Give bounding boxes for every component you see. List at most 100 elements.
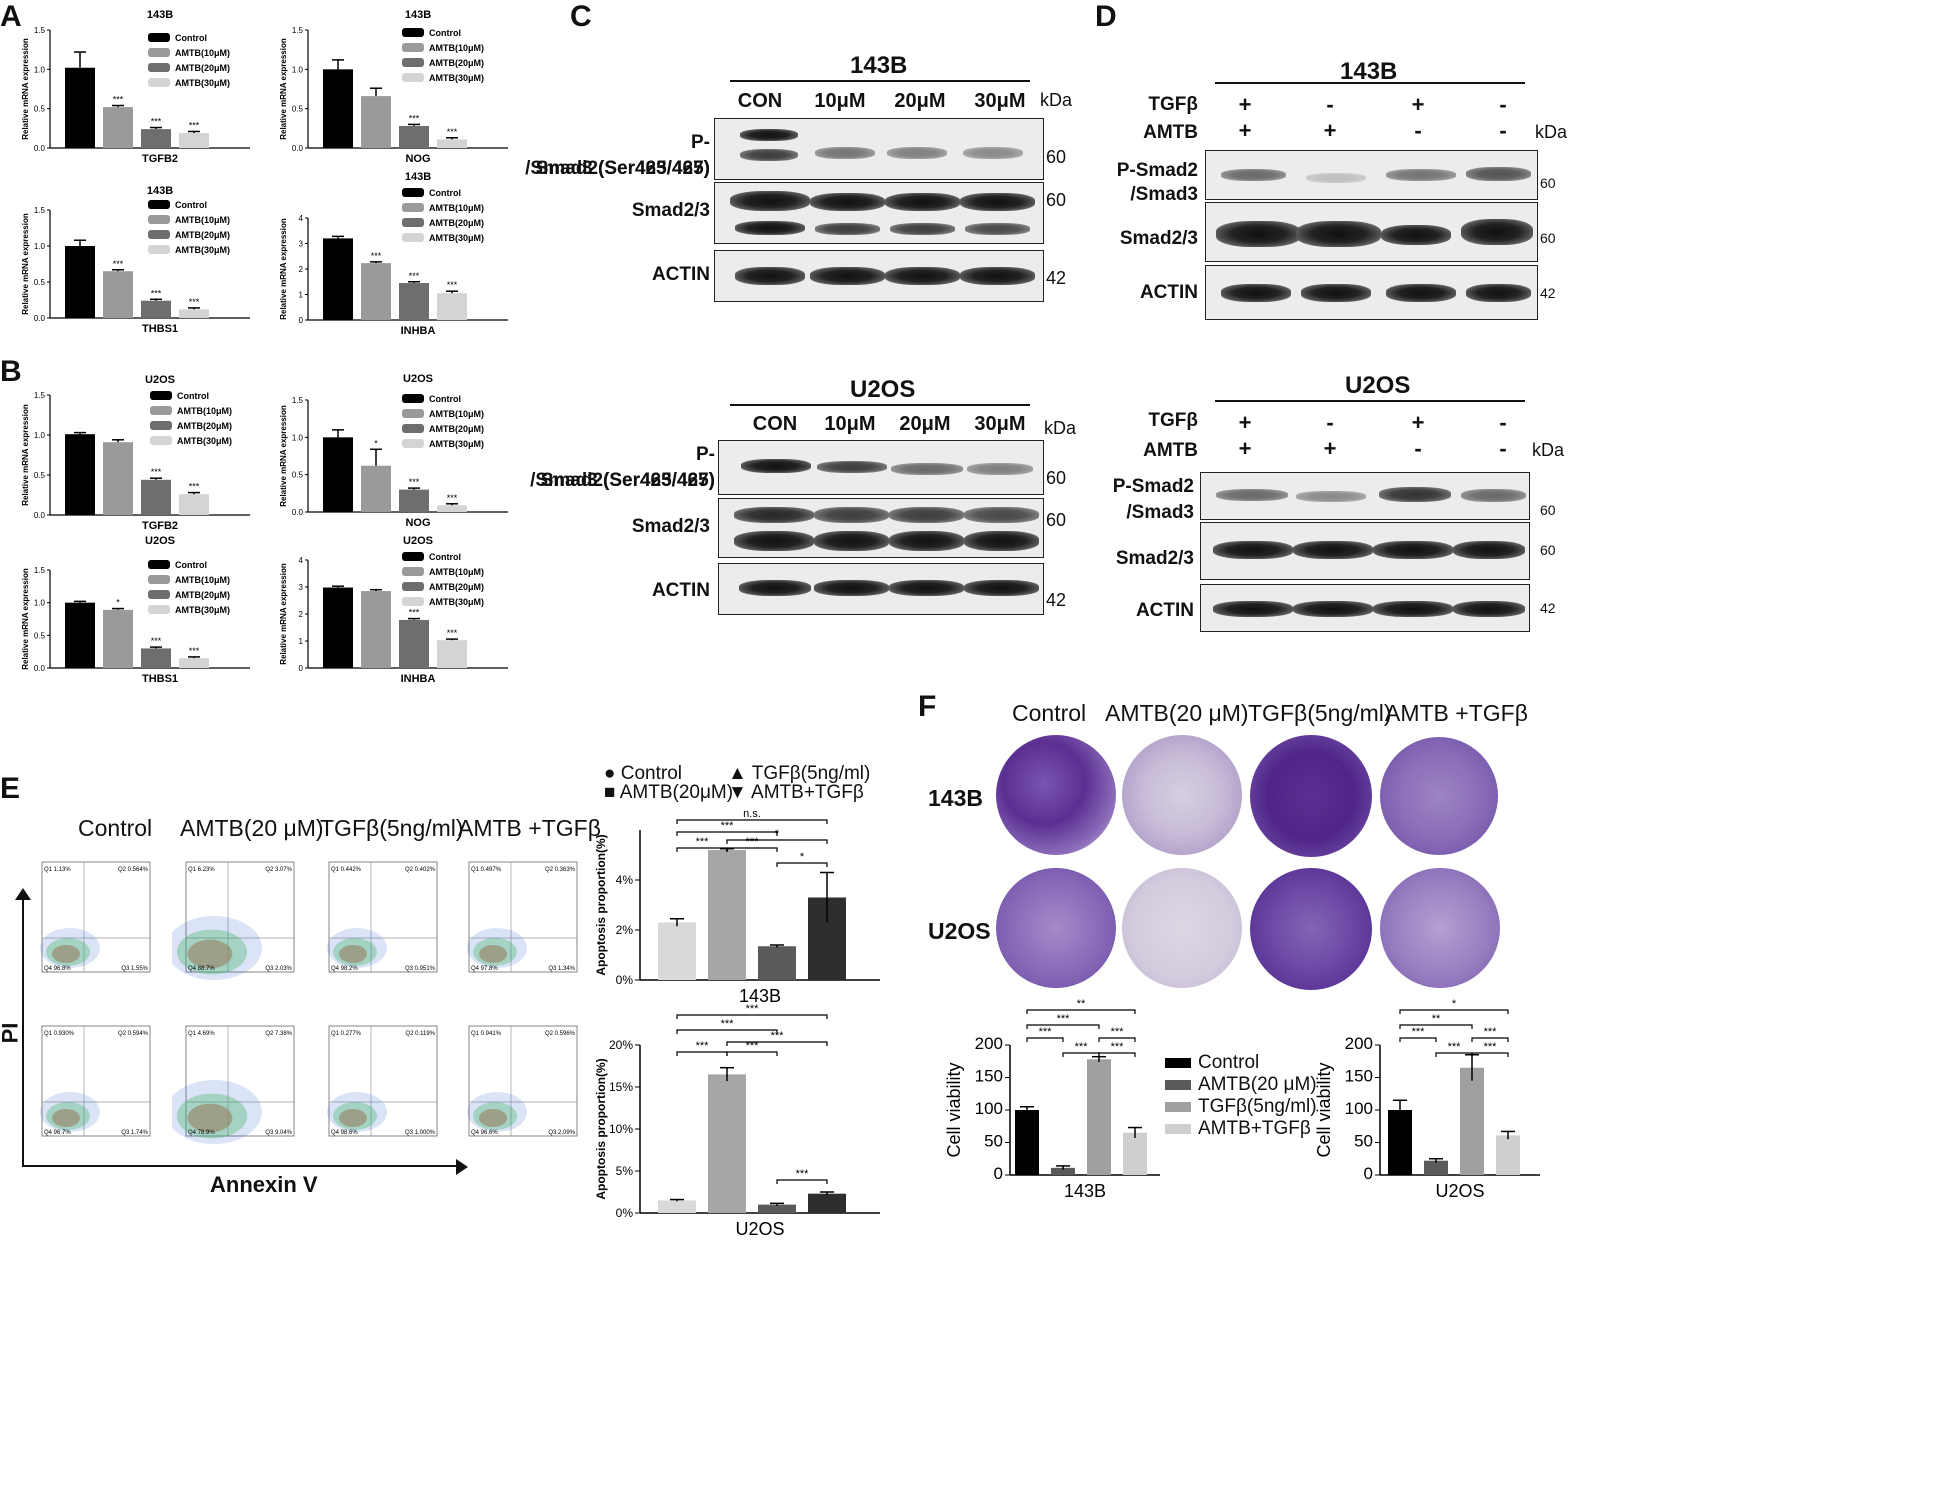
flow-plot: Q1 0.941% Q2 0.596% Q3 2.09% Q4 96.6% bbox=[455, 1022, 585, 1150]
legend-swatch bbox=[148, 605, 170, 614]
y-tick-label: 50 bbox=[984, 1132, 1003, 1151]
wb-d-u2os-tgf-3: + bbox=[1411, 410, 1425, 435]
y-tick-label: 0% bbox=[616, 973, 634, 987]
bar-AMTB(30μM) bbox=[437, 505, 467, 512]
legend-label: Control bbox=[175, 560, 207, 570]
significance-label: *** bbox=[371, 251, 382, 261]
flow-q4: Q4 88.7% bbox=[188, 966, 215, 972]
significance-label: *** bbox=[447, 493, 458, 503]
flow-plot: Q1 0.497% Q2 0.363% Q3 1.34% Q4 97.8% bbox=[455, 858, 585, 986]
plate-143b-combo bbox=[1380, 737, 1498, 855]
y-tick-label: 0 bbox=[299, 664, 304, 673]
wb-c-u2os-lane-20: 20μM bbox=[899, 413, 951, 435]
f-legend-control-swatch bbox=[1165, 1058, 1191, 1068]
y-axis-label: Apoptosis proportion(%) bbox=[594, 1058, 608, 1199]
wb-d-u2os-smad-label: Smad2/3 bbox=[1115, 548, 1194, 569]
flow-plot: Q1 0.442% Q2 0.402% Q3 0.951% Q4 98.2% bbox=[315, 858, 445, 986]
bar-AMTB(30μM) bbox=[437, 640, 467, 668]
f-legend-amtb: AMTB(20 μM) bbox=[1198, 1074, 1317, 1095]
chart-a2: 143B 0.0 0.5 1.0 1.5 Relative mRNA expression… bbox=[279, 9, 508, 165]
e-legend-control-text: Control bbox=[620, 763, 683, 784]
wb-d-actin-blot bbox=[1205, 265, 1538, 320]
chart-title: U2OS bbox=[145, 374, 175, 386]
wb-d-line bbox=[1215, 82, 1525, 84]
wb-c-u2os-psmad-label2: /Smad3 (Ser423/425) bbox=[530, 470, 715, 491]
y-axis-label: Relative mRNA expression bbox=[21, 404, 30, 506]
x-axis-label: THBS1 bbox=[142, 323, 178, 335]
flow-plot: Q1 0.277% Q2 0.119% Q3 1.000% Q4 98.6% bbox=[315, 1022, 445, 1150]
flow-cluster-mid bbox=[473, 1102, 517, 1130]
significance-bracket bbox=[676, 831, 778, 836]
wb-c-title-143b: 143B bbox=[850, 52, 908, 79]
y-tick-label: 1.0 bbox=[292, 65, 304, 74]
y-tick-label: 1.0 bbox=[34, 65, 46, 74]
wb-d-u2os-tgf-4: - bbox=[1499, 410, 1507, 435]
e-legend-amtb: ■ AMTB(20μM) bbox=[604, 782, 734, 803]
flow-q3: Q3 9.04% bbox=[265, 1130, 292, 1136]
significance-label: *** bbox=[796, 1168, 810, 1180]
significance-bracket bbox=[1399, 1009, 1509, 1014]
wb-d-kda: kDa bbox=[1535, 122, 1568, 142]
plate-u2os-combo bbox=[1380, 868, 1500, 988]
wb-c-u2os-actin-blot bbox=[718, 563, 1044, 615]
flow-cluster-outer bbox=[166, 916, 262, 980]
bar-AMTB(10μM) bbox=[361, 263, 391, 320]
wb-c-line-u2os bbox=[730, 404, 1030, 406]
flow-q3: Q3 1.000% bbox=[405, 1130, 436, 1136]
y-tick-label: 200 bbox=[1345, 1034, 1373, 1053]
plate-col-amtb: AMTB(20 μM) bbox=[1105, 700, 1249, 726]
bar-AMTB(20μM) bbox=[399, 125, 429, 148]
significance-label: *** bbox=[151, 117, 162, 127]
significance-label: ** bbox=[1077, 998, 1086, 1010]
flow-cluster-outer bbox=[327, 928, 387, 968]
flow-cluster-core bbox=[339, 945, 367, 963]
flow-q2: Q2 7.38% bbox=[265, 1031, 292, 1037]
plate-row-143b: 143B bbox=[928, 785, 983, 811]
flow-plot-svg: Q1 4.69% Q2 7.38% Q3 9.04% Q4 78.9% bbox=[166, 1025, 295, 1144]
significance-bracket bbox=[1098, 1052, 1136, 1057]
legend-swatch bbox=[402, 58, 424, 67]
flow-q2: Q2 0.402% bbox=[405, 867, 436, 873]
flow-cluster-mid bbox=[176, 929, 248, 975]
wb-d-u2os-amtb-4: - bbox=[1499, 436, 1507, 461]
significance-label: * bbox=[116, 598, 120, 608]
plate-col-tgf: TGFβ(5ng/ml) bbox=[1248, 700, 1392, 726]
e-legend-amtb-text: AMTB(20μM) bbox=[619, 782, 734, 803]
flow-cluster-outer bbox=[166, 1080, 262, 1144]
y-tick-label: 0.5 bbox=[34, 105, 46, 114]
y-tick-label: 2 bbox=[299, 610, 304, 619]
wb-d-tgf-label: TGFβ bbox=[1148, 94, 1198, 115]
legend-swatch bbox=[148, 590, 170, 599]
significance-label: *** bbox=[409, 113, 420, 123]
y-tick-label: 0.0 bbox=[292, 508, 304, 517]
y-tick-label: 1.5 bbox=[34, 391, 46, 400]
bar-TGFβ(5ng/ml) bbox=[1460, 1067, 1484, 1175]
significance-label: * bbox=[775, 828, 780, 840]
flow-q4: Q4 96.6% bbox=[471, 1130, 498, 1136]
plate-u2os-tgf bbox=[1250, 868, 1372, 990]
y-tick-label: 0 bbox=[994, 1164, 1003, 1183]
significance-label: *** bbox=[1484, 1041, 1498, 1053]
legend-label: AMTB(10μM) bbox=[175, 575, 230, 585]
bar-AMTB(10μM) bbox=[103, 107, 133, 148]
flow-q4: Q4 97.8% bbox=[471, 966, 498, 972]
y-tick-label: 1.0 bbox=[34, 599, 46, 608]
legend-swatch bbox=[402, 203, 424, 212]
x-axis-label: TGFB2 bbox=[142, 153, 178, 165]
bar-AMTB(20μM) bbox=[141, 479, 171, 515]
bar-Control bbox=[65, 602, 95, 668]
significance-label: *** bbox=[189, 482, 200, 492]
legend-label: Control bbox=[429, 28, 461, 38]
x-axis-label: INHBA bbox=[401, 673, 436, 685]
flow-q2: Q2 0.596% bbox=[545, 1031, 576, 1037]
bar-Control bbox=[323, 69, 353, 148]
y-axis-label: Relative mRNA expression bbox=[21, 213, 30, 315]
legend-swatch bbox=[402, 597, 424, 606]
y-tick-label: 150 bbox=[1345, 1067, 1373, 1086]
significance-bracket bbox=[1471, 1037, 1509, 1042]
bar-Control bbox=[65, 246, 95, 318]
wb-c-u2os-smad-blot bbox=[718, 498, 1044, 558]
significance-bracket bbox=[726, 839, 828, 844]
flow-cluster-mid bbox=[333, 1102, 377, 1130]
